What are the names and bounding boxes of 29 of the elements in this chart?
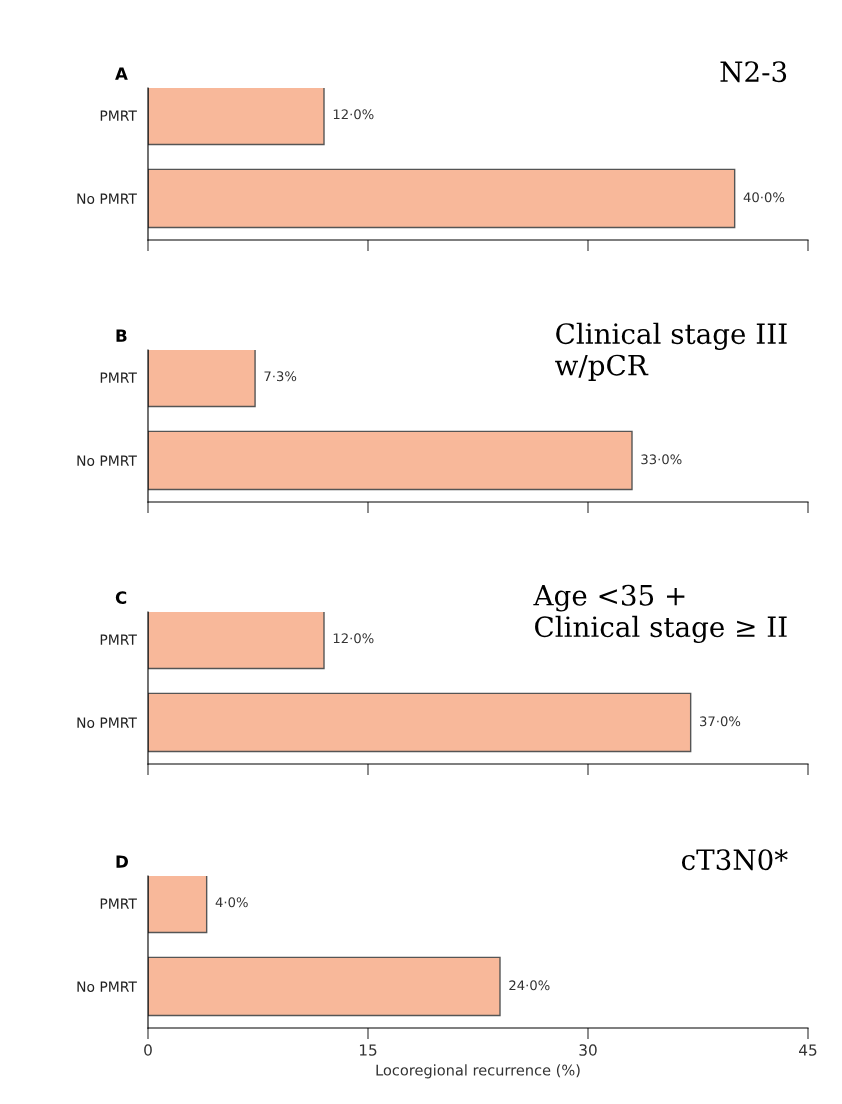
x-tick-label: 30 (579, 1044, 597, 1056)
chart-title: B (116, 329, 127, 342)
x-tick-label: 0 (144, 1044, 152, 1056)
data-label: 40·0% (743, 192, 785, 203)
y-tick-label: No PMRT (77, 455, 137, 466)
y-tick-label: No PMRT (77, 981, 137, 992)
x-tick-label: 15 (359, 1044, 377, 1056)
annotation: Clinical stage III w/pCR (555, 322, 787, 382)
chart-title: D (116, 855, 128, 868)
y-tick-label: PMRT (100, 110, 137, 121)
data-label: 4·0% (215, 897, 248, 908)
y-tick-label: No PMRT (77, 717, 137, 728)
annotation: Age <35 + Clinical stage ≥ II (533, 584, 787, 644)
data-label: 12·0% (333, 633, 374, 644)
data-label: 7·3% (264, 371, 297, 382)
y-tick-label: PMRT (100, 898, 137, 909)
y-tick-label: PMRT (100, 372, 137, 383)
x-axis-title: Locoregional recurrence (%) (376, 1064, 580, 1079)
text: N2-3 (720, 61, 787, 83)
chart-title: C (115, 591, 127, 604)
data-label: 12·0% (333, 109, 374, 120)
y-tick-label: PMRT (100, 634, 137, 645)
data-label: 33·0% (641, 454, 682, 465)
text: cT3N0* (681, 849, 788, 871)
chart-title: A (115, 67, 128, 80)
y-tick-label: No PMRT (77, 193, 137, 204)
data-label: 24·0% (509, 980, 550, 991)
x-tick-label: 45 (799, 1044, 817, 1056)
data-label: 37·0% (700, 716, 741, 727)
